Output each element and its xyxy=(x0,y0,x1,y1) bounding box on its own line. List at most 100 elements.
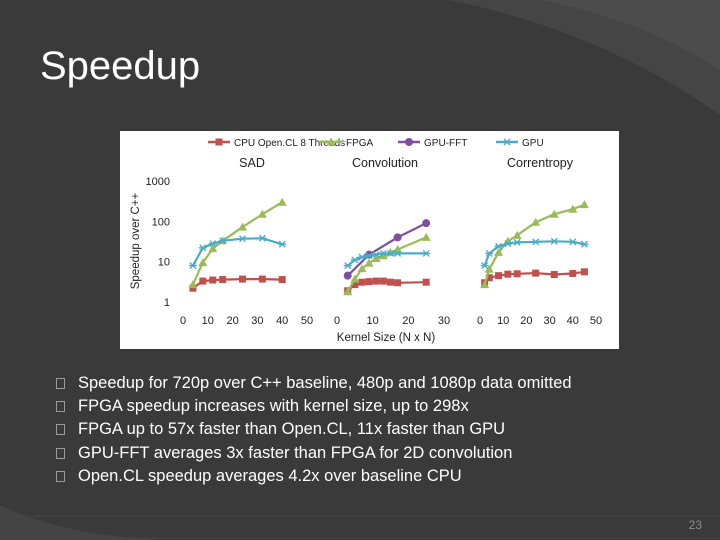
bullet-item: GPU-FFT averages 3x faster than FPGA for… xyxy=(56,442,572,465)
star-marker xyxy=(494,242,503,250)
star-marker-stroke xyxy=(394,249,402,257)
series-line xyxy=(191,237,283,267)
star-marker xyxy=(218,237,227,245)
square-marker xyxy=(239,275,247,283)
bullet-box-icon xyxy=(56,447,65,459)
star-marker-stroke xyxy=(209,240,217,248)
x-tick-label: 10 xyxy=(367,315,379,327)
square-marker xyxy=(365,278,373,286)
x-tick-label: 30 xyxy=(438,315,450,327)
star-marker xyxy=(198,244,207,252)
bullet-box-icon xyxy=(56,378,65,389)
star-marker-stroke xyxy=(532,238,540,246)
triangle-marker xyxy=(364,258,374,267)
series-line xyxy=(346,222,427,277)
x-tick-label: 20 xyxy=(226,315,238,327)
y-axis-label: Speedup over C++ xyxy=(130,192,142,289)
triangle-marker xyxy=(579,200,589,209)
x-tick-label: 0 xyxy=(180,315,186,327)
star-marker-stroke xyxy=(278,240,286,248)
speedup-chart: CPU Open.CL 8 Threads FPGA GPU-FFT GPU 1 10 10… xyxy=(120,131,619,349)
star-marker-stroke xyxy=(379,249,387,257)
x-tick-label: 40 xyxy=(567,315,579,327)
star-marker xyxy=(258,234,267,242)
bullet-text: FPGA up to 57x faster than Open.CL, 11x … xyxy=(78,420,506,439)
x-tick-label: 30 xyxy=(251,315,263,327)
legend-label: GPU xyxy=(522,138,544,149)
triangle-marker xyxy=(326,137,336,146)
triangle-marker xyxy=(188,280,198,289)
square-marker xyxy=(351,281,359,289)
star-marker-stroke xyxy=(580,240,588,248)
star-marker-stroke xyxy=(239,235,247,243)
star-marker-stroke xyxy=(344,262,352,270)
star-marker xyxy=(278,240,287,248)
y-tick-label: 1000 xyxy=(146,176,170,188)
series-line xyxy=(191,201,283,286)
star-marker xyxy=(350,256,359,264)
star-marker-stroke xyxy=(372,251,380,259)
panel-title: Correntropy xyxy=(507,156,574,170)
x-tick-label: 20 xyxy=(520,315,532,327)
bullet-item: FPGA up to 57x faster than Open.CL, 11x … xyxy=(56,418,572,441)
triangle-marker xyxy=(277,197,287,206)
square-marker xyxy=(189,284,197,292)
triangle-marker xyxy=(531,217,541,226)
circle-marker xyxy=(343,271,352,280)
x-tick-label: 0 xyxy=(477,315,483,327)
x-tick-label: 10 xyxy=(497,315,509,327)
triangle-marker xyxy=(343,287,353,296)
triangle-marker xyxy=(484,264,494,273)
star-marker-stroke xyxy=(219,237,227,245)
star-marker-stroke xyxy=(199,244,207,252)
circle-marker xyxy=(393,233,402,242)
square-marker xyxy=(379,277,387,285)
circle-marker xyxy=(405,138,413,146)
triangle-marker xyxy=(421,232,431,241)
bullet-item: Open.CL speedup averages 4.2x over basel… xyxy=(56,465,572,488)
triangle-marker xyxy=(257,209,267,218)
x-tick-label: 30 xyxy=(543,315,555,327)
star-marker xyxy=(568,238,577,246)
square-marker xyxy=(569,269,577,277)
star-marker xyxy=(386,249,395,257)
square-marker xyxy=(422,278,430,286)
bullet-text: FPGA speedup increases with kernel size,… xyxy=(78,397,469,416)
square-marker xyxy=(495,272,503,280)
square-marker xyxy=(580,268,588,276)
page-number: 23 xyxy=(688,518,702,532)
triangle-marker xyxy=(350,274,360,283)
star-marker xyxy=(503,240,512,248)
square-marker xyxy=(278,276,286,284)
star-marker xyxy=(513,238,522,246)
star-marker xyxy=(485,249,494,257)
triangle-marker xyxy=(371,253,381,262)
square-marker xyxy=(358,278,366,286)
star-marker-stroke xyxy=(513,238,521,246)
legend-label: FPGA xyxy=(346,138,374,149)
square-marker xyxy=(219,276,227,284)
star-marker xyxy=(343,262,352,270)
bullet-box-icon xyxy=(56,470,65,482)
x-tick-label: 20 xyxy=(402,315,414,327)
star-marker xyxy=(580,240,589,248)
square-marker xyxy=(485,274,493,282)
triangle-marker xyxy=(357,264,367,273)
panel-title: Convolution xyxy=(352,156,418,170)
star-marker-stroke xyxy=(365,252,373,260)
star-marker xyxy=(422,249,431,257)
triangle-marker xyxy=(480,280,490,289)
triangle-marker xyxy=(378,251,388,260)
x-tick-label: 0 xyxy=(334,315,340,327)
square-marker xyxy=(532,269,540,277)
triangle-marker xyxy=(568,204,578,213)
star-marker xyxy=(531,238,540,246)
star-marker-stroke xyxy=(258,234,266,242)
square-marker xyxy=(504,270,512,278)
bullet-item: FPGA speedup increases with kernel size,… xyxy=(56,395,572,418)
star-marker-stroke xyxy=(358,253,366,261)
bullet-item: Speedup for 720p over C++ baseline, 480p… xyxy=(56,372,572,395)
star-marker-stroke xyxy=(351,256,359,264)
bullet-text: GPU-FFT averages 3x faster than FPGA for… xyxy=(78,443,513,462)
triangle-marker xyxy=(238,222,248,231)
